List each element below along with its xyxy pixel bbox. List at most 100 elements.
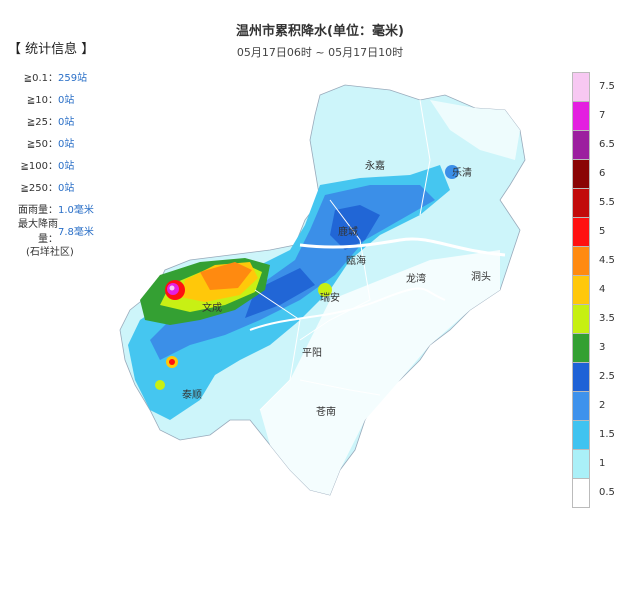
place-label: 永嘉 (365, 159, 385, 172)
legend-label: 4.5 (599, 255, 615, 266)
rain-spot (318, 283, 332, 297)
stats-row: ≧100： 0站 (4, 153, 116, 175)
legend-label: 2 (599, 400, 606, 411)
legend-item: 5 (572, 217, 632, 246)
stats-row: 最大降雨量： 7.8毫米 (4, 219, 116, 245)
legend-item: 3 (572, 333, 632, 362)
stats-value: 0站 (58, 182, 75, 194)
stats-row: ≧10： 0站 (4, 87, 116, 109)
legend-label: 1.5 (599, 429, 615, 440)
county-borders (254, 99, 431, 411)
legend-item: 7 (572, 101, 632, 130)
stats-note: (石垟社区) (26, 247, 74, 258)
legend-label: 3 (599, 342, 606, 353)
legend-item: 3.5 (572, 304, 632, 333)
legend-label: 1 (599, 458, 606, 469)
legend-swatch (572, 478, 590, 508)
stats-value: 0站 (58, 94, 75, 106)
legend-item: 6 (572, 159, 632, 188)
legend-label: 6.5 (599, 139, 615, 150)
map-title: 温州市累积降水(单位：毫米) (236, 24, 404, 39)
legend-label: 5.5 (599, 197, 615, 208)
legend-swatch (572, 333, 590, 362)
stats-row: ≧250： 0站 (4, 175, 116, 197)
stats-row: 面雨量： 1.0毫米 (4, 197, 116, 219)
legend-item: 2 (572, 391, 632, 420)
legend-swatch (572, 275, 590, 304)
river (299, 237, 506, 257)
rain-band (200, 262, 252, 290)
legend-swatch (572, 449, 590, 478)
place-label: 瑞安 (320, 291, 340, 304)
rain-spot (169, 285, 175, 291)
legend-swatch (572, 362, 590, 391)
legend-swatch (572, 246, 590, 275)
legend-item: 2.5 (572, 362, 632, 391)
legend-swatch (572, 391, 590, 420)
stats-panel: 【 统计信息 】 ≧0.1： 259站 ≧10： 0站 ≧25： 0站 ≧50： 0站 ≧100… (4, 38, 116, 258)
stats-label: ≧100： (20, 160, 58, 172)
rain-band (245, 268, 315, 318)
stats-row: ≧50： 0站 (4, 131, 116, 153)
legend-label: 7 (599, 110, 606, 121)
stats-value: 259站 (58, 72, 88, 84)
legend-swatch (572, 188, 590, 217)
legend-swatch (572, 159, 590, 188)
place-label: 文成 (202, 301, 222, 314)
legend-swatch (572, 420, 590, 449)
place-label: 乐清 (452, 166, 472, 179)
place-label: 泰顺 (182, 388, 202, 401)
stats-label: ≧10： (26, 94, 58, 106)
stats-row: ≧0.1： 259站 (4, 65, 116, 87)
stats-value: 7.8毫米 (58, 226, 94, 238)
stats-value: 0站 (58, 160, 75, 172)
legend-swatch (572, 130, 590, 159)
stats-value: 0站 (58, 138, 75, 150)
legend-swatch (572, 304, 590, 333)
legend-label: 5 (599, 226, 606, 237)
stats-value: 0站 (58, 116, 75, 128)
river (249, 287, 446, 331)
stats-heading: 【 统计信息 】 (8, 42, 95, 57)
legend-label: 7.5 (599, 81, 615, 92)
legend-item: 6.5 (572, 130, 632, 159)
legend-item: 5.5 (572, 188, 632, 217)
legend-item: 1 (572, 449, 632, 478)
stats-row: ≧25： 0站 (4, 109, 116, 131)
legend-item: 4 (572, 275, 632, 304)
legend-item: 7.5 (572, 72, 632, 101)
place-label: 龙湾 (406, 272, 426, 285)
rain-spot (445, 165, 459, 179)
stats-label: ≧50： (26, 138, 58, 150)
place-label: 瓯海 (346, 254, 366, 267)
rain-spot (169, 359, 175, 365)
dry-area (430, 100, 520, 160)
legend-swatch (572, 101, 590, 130)
legend: 7.5 7 6.5 6 5.5 5 4.5 4 3.5 3 2.5 2 1.5 1 0.5 (572, 72, 632, 508)
place-label: 平阳 (302, 347, 322, 359)
stats-label: ≧250： (20, 182, 58, 194)
place-label: 苍南 (316, 405, 336, 418)
place-label: 鹿城 (338, 225, 358, 238)
rain-spot (155, 380, 165, 390)
legend-item: 0.5 (572, 478, 632, 508)
stats-value: 1.0毫米 (58, 204, 94, 216)
place-label: 洞头 (471, 271, 491, 283)
legend-label: 6 (599, 168, 606, 179)
legend-item: 1.5 (572, 420, 632, 449)
map-subtitle: 05月17日06时 ~ 05月17日10时 (236, 46, 404, 59)
legend-label: 4 (599, 284, 606, 295)
stats-label: 面雨量： (18, 204, 58, 216)
legend-label: 3.5 (599, 313, 615, 324)
stats-label: ≧0.1： (23, 72, 58, 84)
stats-label: 最大降雨量： (18, 219, 58, 245)
stats-label: ≧25： (26, 116, 58, 128)
legend-item: 4.5 (572, 246, 632, 275)
legend-swatch (572, 72, 590, 101)
dry-area (260, 250, 500, 495)
legend-label: 2.5 (599, 371, 615, 382)
legend-label: 0.5 (599, 487, 615, 498)
legend-swatch (572, 217, 590, 246)
